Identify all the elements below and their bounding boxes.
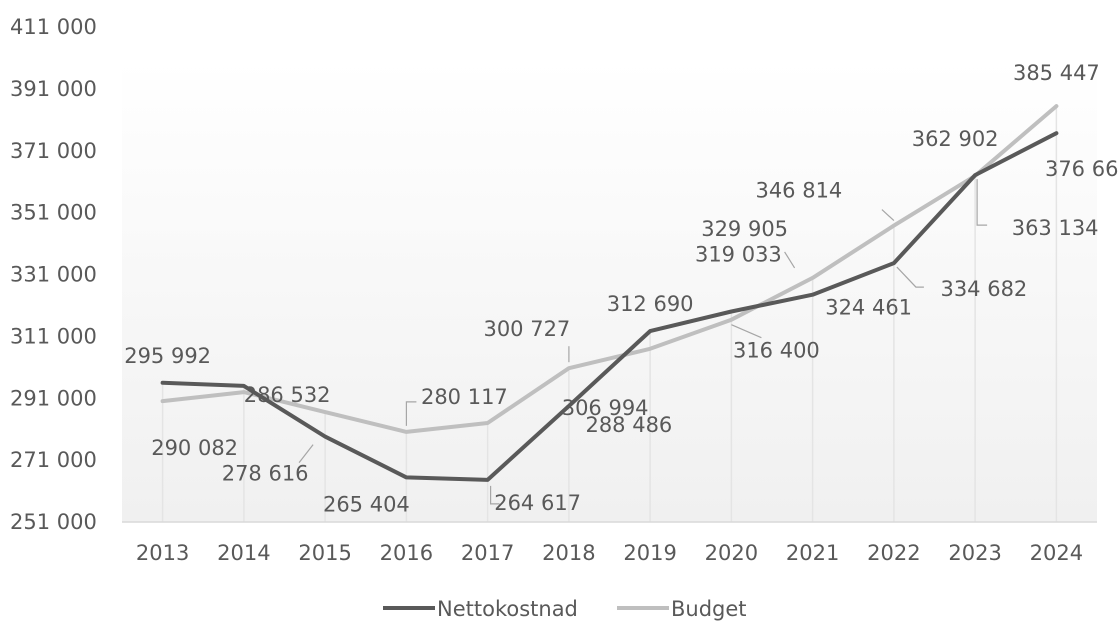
data-label: 265 404 xyxy=(323,492,410,516)
data-label: 300 727 xyxy=(483,317,570,341)
x-tick-label: 2021 xyxy=(786,541,839,565)
data-label: 290 082 xyxy=(151,436,238,460)
y-tick-label: 351 000 xyxy=(10,201,97,225)
data-label: 306 994 xyxy=(562,396,649,420)
x-axis-ticks: 2013 2014 2015 2016 2017 2018 2019 2020 2021 2022… xyxy=(136,541,1083,565)
x-tick-label: 2013 xyxy=(136,541,189,565)
legend: Nettokostnad Budget xyxy=(383,597,747,621)
label-leader xyxy=(896,266,924,288)
label-leader xyxy=(784,251,796,269)
y-tick-label: 371 000 xyxy=(10,139,97,163)
data-label: 363 134 xyxy=(1012,216,1099,240)
data-label: 288 486 xyxy=(585,413,672,437)
label-leader xyxy=(976,179,988,226)
drop-lines xyxy=(161,106,1058,522)
data-label: 278 616 xyxy=(222,462,309,486)
x-tick-label: 2018 xyxy=(542,541,595,565)
label-leader xyxy=(298,444,314,463)
y-tick-label: 391 000 xyxy=(10,77,97,101)
y-tick-label: 271 000 xyxy=(10,448,97,472)
x-tick-label: 2016 xyxy=(380,541,433,565)
data-label: 385 447 xyxy=(1013,61,1100,85)
x-tick-label: 2019 xyxy=(623,541,676,565)
label-leader xyxy=(881,209,895,222)
label-leader xyxy=(405,401,417,426)
data-label: 362 902 xyxy=(912,127,999,151)
data-label: 329 905 xyxy=(701,217,788,241)
data-label: 324 461 xyxy=(825,296,912,320)
label-leader-lines xyxy=(298,179,988,505)
x-tick-label: 2020 xyxy=(705,541,758,565)
x-tick-label: 2024 xyxy=(1030,541,1083,565)
y-tick-label: 251 000 xyxy=(10,510,97,534)
data-label: 376 665 xyxy=(1045,157,1118,181)
data-label: 319 033 xyxy=(695,243,782,267)
data-labels: 295 992 278 616 265 404 264 617 288 486 312 6… xyxy=(124,61,1118,516)
data-label: 280 117 xyxy=(421,385,508,409)
y-tick-label: 411 000 xyxy=(10,15,97,39)
x-tick-label: 2023 xyxy=(948,541,1001,565)
legend-label: Budget xyxy=(671,597,747,621)
y-axis-ticks: 251 000 271 000 291 000 311 000 331 000 351 0… xyxy=(10,15,97,534)
y-tick-label: 331 000 xyxy=(10,263,97,287)
data-label: 286 532 xyxy=(244,383,331,407)
series-lines xyxy=(160,104,1059,482)
label-leader xyxy=(731,324,762,339)
data-label: 334 682 xyxy=(940,277,1027,301)
x-tick-label: 2014 xyxy=(217,541,270,565)
data-label: 264 617 xyxy=(494,491,581,515)
label-leader xyxy=(490,485,500,505)
y-tick-label: 291 000 xyxy=(10,386,97,410)
data-label: 295 992 xyxy=(124,344,211,368)
plot-background xyxy=(122,60,1097,522)
x-tick-label: 2017 xyxy=(461,541,514,565)
data-label: 316 400 xyxy=(733,339,820,363)
x-tick-label: 2022 xyxy=(867,541,920,565)
series-line-nettokostnad xyxy=(160,131,1059,482)
data-label: 312 690 xyxy=(607,292,694,316)
data-label: 346 814 xyxy=(755,179,842,203)
x-tick-label: 2015 xyxy=(298,541,351,565)
series-line-budget xyxy=(160,104,1059,434)
legend-label: Nettokostnad xyxy=(437,597,578,621)
y-tick-label: 311 000 xyxy=(10,324,97,348)
